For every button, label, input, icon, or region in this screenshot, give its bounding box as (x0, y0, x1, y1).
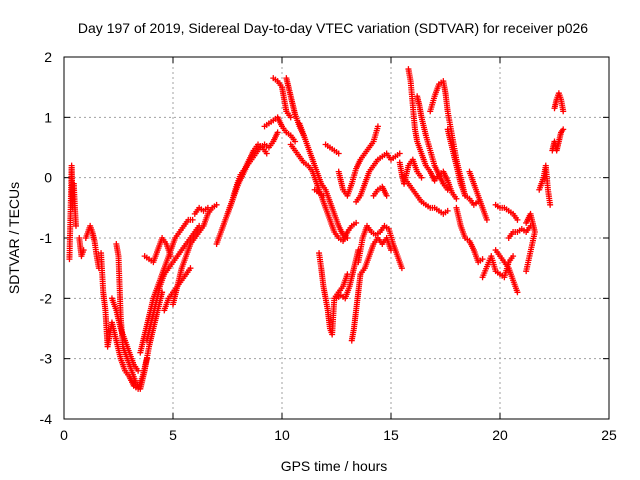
chart-title: Day 197 of 2019, Sidereal Day-to-day VTE… (78, 20, 588, 36)
x-tick-label: 25 (601, 427, 617, 443)
y-tick-label: 1 (44, 109, 52, 125)
data-point (80, 247, 87, 254)
data-point (383, 192, 390, 199)
y-tick-label: -4 (40, 411, 53, 427)
data-point (287, 114, 294, 121)
tick-labels: 0 5 10 15 20 25 -4 -3 -2 -1 0 1 2 (40, 49, 617, 443)
y-tick-label: 2 (44, 49, 52, 65)
x-tick-label: 20 (492, 427, 508, 443)
data-point (344, 271, 351, 278)
data-point (292, 138, 299, 145)
data-point (213, 201, 220, 208)
data-point (72, 222, 79, 229)
data-point (335, 150, 342, 157)
data-point (135, 367, 142, 374)
data-point (510, 253, 517, 260)
data-point (453, 195, 460, 202)
data-point (189, 216, 196, 223)
data-point (547, 201, 554, 208)
y-tick-label: -2 (40, 290, 53, 306)
y-tick-label: -3 (40, 351, 53, 367)
data-point (274, 129, 281, 136)
data-point (398, 265, 405, 272)
data-point (479, 256, 486, 263)
y-axis-label: SDTVAR / TECUs (6, 182, 22, 294)
data-point (483, 216, 490, 223)
data-point (444, 207, 451, 214)
data-point (560, 126, 567, 133)
plot-frame (63, 56, 610, 420)
data-point (187, 265, 194, 272)
data-point (204, 204, 211, 211)
data-point (263, 150, 270, 157)
x-axis-label: GPS time / hours (281, 458, 388, 474)
x-tick-label: 5 (169, 427, 177, 443)
x-tick-label: 15 (383, 427, 399, 443)
data-point (320, 192, 327, 199)
data-point (374, 123, 381, 130)
data-point (353, 219, 360, 226)
x-tick-label: 10 (274, 427, 290, 443)
data-point (514, 289, 521, 296)
data-point (523, 268, 530, 275)
data-point (396, 150, 403, 157)
data-point (444, 186, 451, 193)
data-point (560, 108, 567, 115)
data-point (418, 174, 425, 181)
x-tick-label: 0 (60, 427, 68, 443)
y-tick-label: -1 (40, 230, 53, 246)
data-marks (66, 66, 567, 392)
data-point (514, 216, 521, 223)
data-point (344, 235, 351, 241)
data-point (167, 253, 174, 260)
y-tick-label: 0 (44, 170, 52, 186)
